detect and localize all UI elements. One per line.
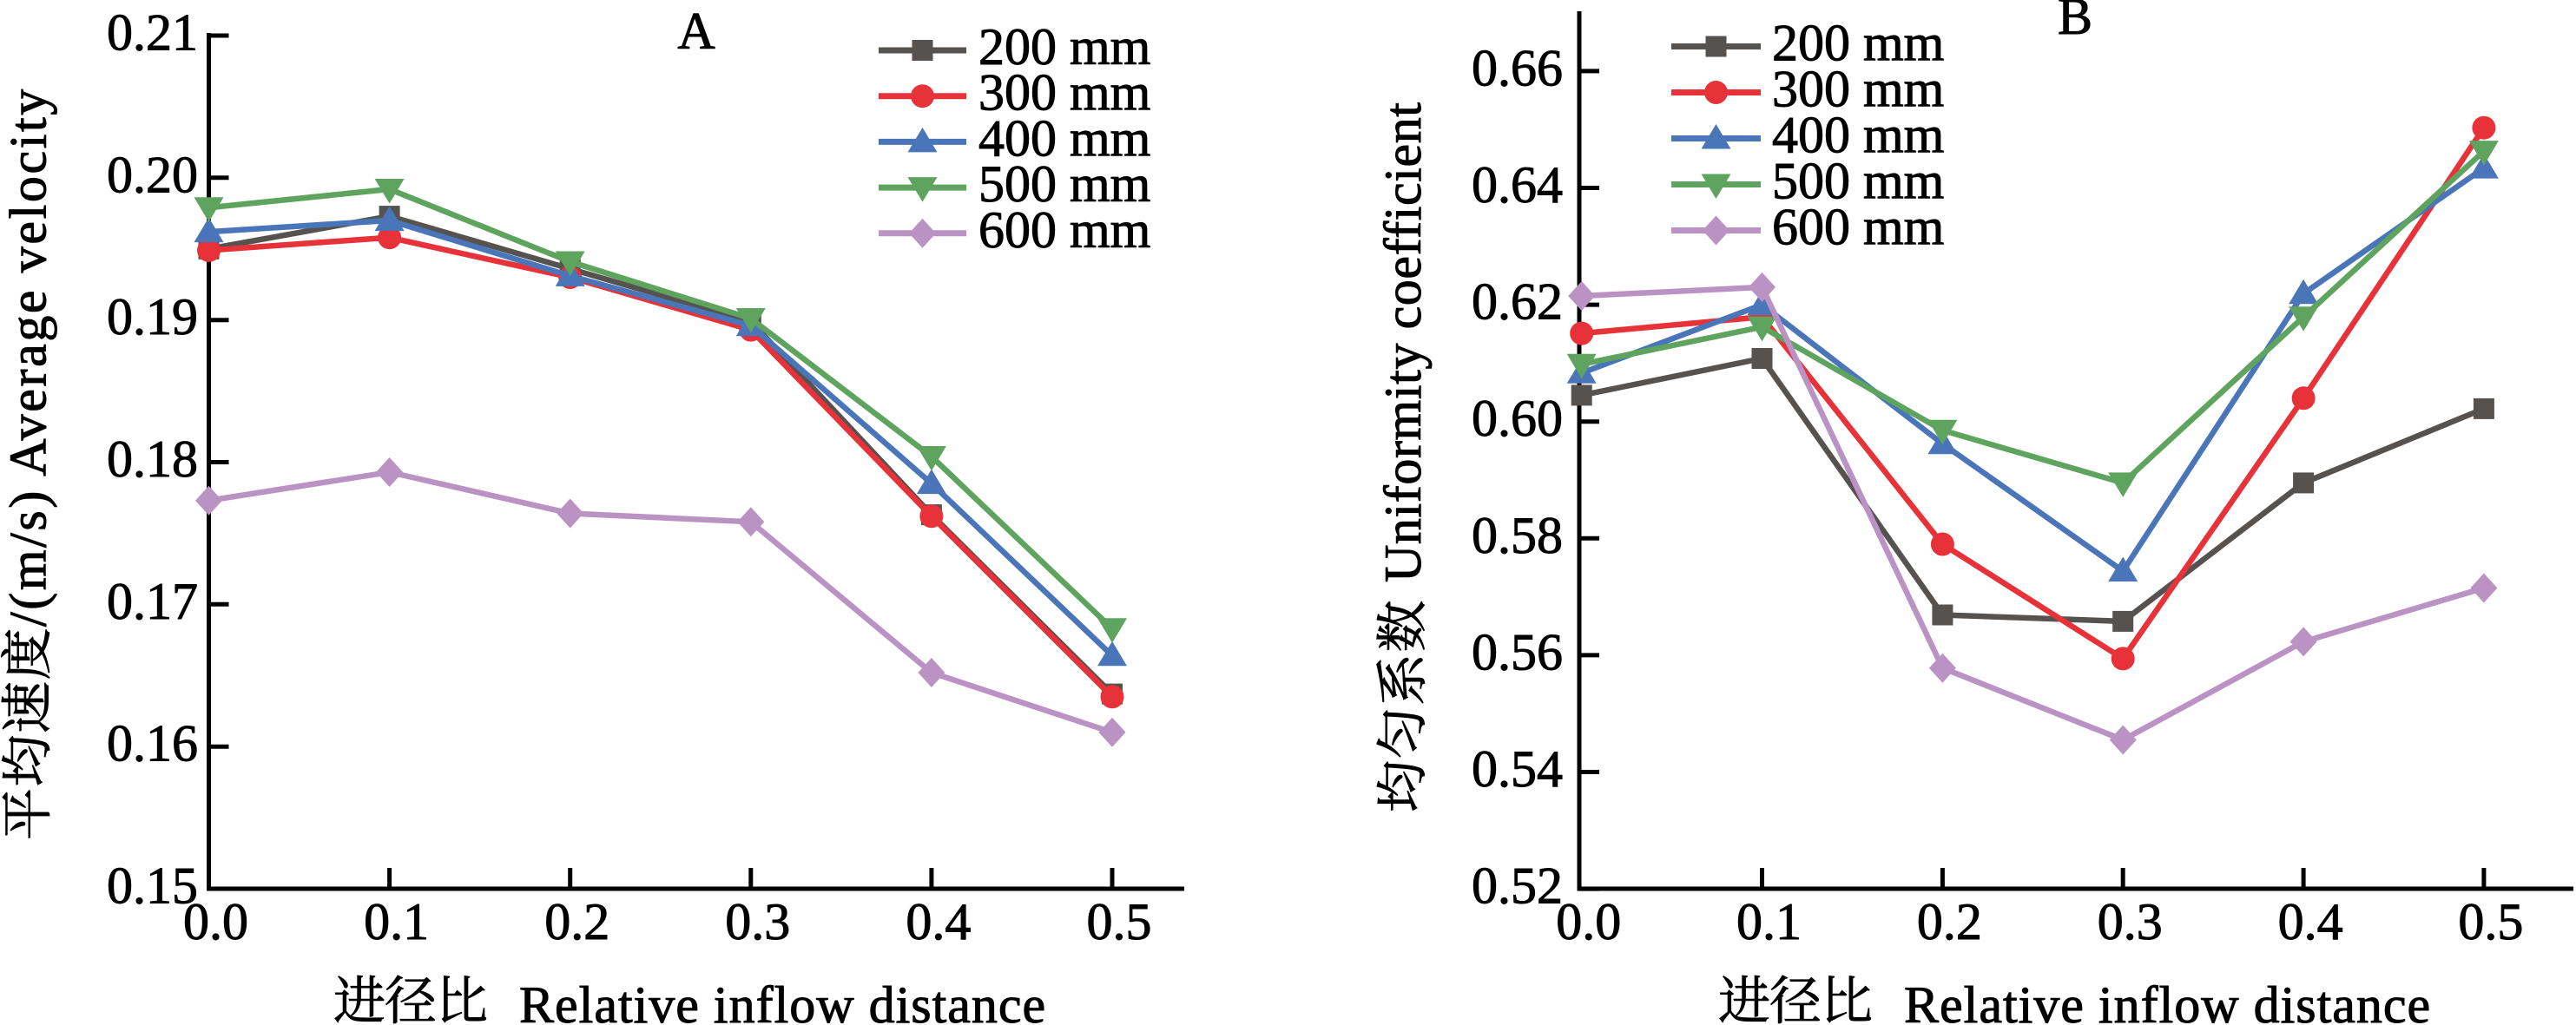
svg-text:500 mm: 500 mm: [978, 155, 1150, 213]
svg-text:0.64: 0.64: [1472, 156, 1563, 214]
svg-text:0.2: 0.2: [1917, 893, 1982, 950]
svg-text:0.15: 0.15: [107, 857, 198, 915]
svg-text:0.18: 0.18: [107, 430, 198, 488]
svg-text:0.62: 0.62: [1472, 273, 1563, 331]
svg-text:0.0: 0.0: [1556, 893, 1621, 950]
svg-text:400 mm: 400 mm: [1772, 107, 1944, 164]
svg-text:0.54: 0.54: [1472, 740, 1563, 798]
svg-text:0.4: 0.4: [2278, 893, 2343, 950]
svg-text:0.58: 0.58: [1472, 507, 1563, 564]
svg-text:300 mm: 300 mm: [1772, 61, 1944, 118]
svg-text:300 mm: 300 mm: [978, 64, 1150, 122]
svg-text:0.1: 0.1: [364, 893, 429, 950]
svg-text:0.16: 0.16: [107, 715, 198, 772]
svg-text:0.60: 0.60: [1472, 390, 1563, 447]
svg-text:A: A: [677, 3, 715, 60]
svg-text:0.5: 0.5: [1087, 893, 1152, 950]
svg-text:0.52: 0.52: [1472, 857, 1563, 915]
svg-text:0.5: 0.5: [2458, 893, 2523, 950]
svg-text:0.21: 0.21: [107, 4, 198, 62]
svg-text:Relative inflow distance: Relative inflow distance: [1904, 976, 2431, 1025]
svg-text:0.2: 0.2: [544, 893, 609, 950]
svg-text:/(m/s) Average velocity: /(m/s) Average velocity: [0, 87, 56, 627]
svg-text:0.56: 0.56: [1472, 623, 1563, 680]
svg-text:0.0: 0.0: [183, 893, 248, 950]
svg-text:600 mm: 600 mm: [978, 201, 1150, 259]
svg-text:200 mm: 200 mm: [1772, 15, 1944, 72]
svg-text:Uniformity coefficient: Uniformity coefficient: [1374, 102, 1432, 582]
svg-text:200 mm: 200 mm: [978, 18, 1150, 76]
svg-text:0.66: 0.66: [1472, 39, 1563, 96]
svg-text:0.1: 0.1: [1736, 893, 1802, 950]
svg-text:0.20: 0.20: [107, 146, 198, 203]
svg-text:B: B: [2058, 0, 2092, 45]
svg-text:0.4: 0.4: [906, 893, 971, 950]
svg-text:600 mm: 600 mm: [1772, 199, 1944, 256]
svg-text:0.3: 0.3: [2098, 893, 2163, 950]
svg-text:0.3: 0.3: [725, 893, 790, 950]
svg-text:400 mm: 400 mm: [978, 109, 1150, 167]
svg-text:0.19: 0.19: [107, 288, 198, 345]
svg-text:0.17: 0.17: [107, 573, 198, 630]
svg-text:Relative inflow distance: Relative inflow distance: [519, 976, 1046, 1025]
svg-text:500 mm: 500 mm: [1772, 153, 1944, 210]
